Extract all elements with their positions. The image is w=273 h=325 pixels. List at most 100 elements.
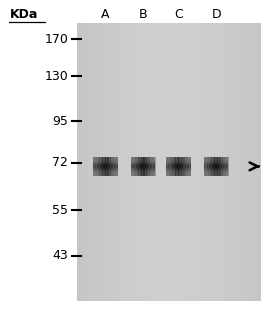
Bar: [155, 157, 156, 176]
Bar: [131, 175, 155, 176]
Bar: [113, 157, 114, 176]
Bar: [93, 171, 118, 172]
Bar: [131, 172, 155, 173]
Bar: [218, 157, 219, 176]
Bar: [93, 164, 118, 165]
Bar: [131, 165, 155, 166]
Bar: [131, 164, 155, 165]
Bar: [177, 157, 178, 176]
Bar: [131, 174, 155, 175]
Bar: [227, 157, 228, 176]
Bar: [173, 157, 174, 176]
Bar: [93, 165, 118, 166]
Text: 170: 170: [44, 33, 68, 46]
Bar: [208, 157, 209, 176]
Bar: [131, 167, 155, 168]
Bar: [144, 157, 145, 176]
Bar: [204, 169, 229, 170]
Bar: [93, 158, 118, 159]
Bar: [103, 157, 105, 176]
Bar: [166, 171, 191, 172]
Bar: [93, 168, 118, 169]
Bar: [170, 157, 171, 176]
Bar: [166, 164, 191, 165]
Text: KDa: KDa: [10, 8, 38, 21]
Bar: [138, 157, 139, 176]
Bar: [109, 157, 110, 176]
Bar: [204, 159, 229, 160]
Bar: [151, 157, 152, 176]
Bar: [93, 172, 118, 173]
Bar: [97, 157, 98, 176]
Text: D: D: [211, 8, 221, 21]
Bar: [212, 157, 213, 176]
Bar: [131, 169, 155, 170]
Bar: [106, 157, 107, 176]
Bar: [188, 157, 189, 176]
Bar: [210, 157, 211, 176]
Bar: [103, 157, 104, 176]
Bar: [178, 157, 179, 176]
Bar: [166, 169, 191, 170]
Bar: [166, 165, 191, 166]
Bar: [166, 157, 191, 158]
Bar: [211, 157, 212, 176]
Bar: [131, 157, 132, 176]
Bar: [131, 159, 155, 160]
Bar: [204, 158, 229, 159]
Bar: [204, 170, 229, 171]
Bar: [93, 162, 118, 163]
Bar: [93, 170, 118, 171]
Bar: [154, 157, 155, 176]
Bar: [97, 157, 98, 176]
Bar: [93, 170, 118, 171]
Bar: [108, 157, 109, 176]
Bar: [171, 157, 172, 176]
Bar: [204, 165, 229, 166]
Bar: [166, 173, 191, 174]
Bar: [131, 161, 155, 162]
Text: C: C: [174, 8, 183, 21]
Bar: [223, 157, 224, 176]
Bar: [204, 172, 229, 173]
Bar: [207, 157, 208, 176]
Bar: [77, 24, 261, 301]
Bar: [105, 157, 106, 176]
Bar: [100, 157, 101, 176]
Bar: [176, 157, 177, 176]
Bar: [131, 163, 155, 164]
Bar: [141, 157, 142, 176]
Bar: [175, 157, 176, 176]
Bar: [93, 161, 118, 162]
Bar: [166, 168, 191, 169]
Bar: [99, 157, 100, 176]
Bar: [131, 157, 155, 158]
Bar: [166, 175, 191, 176]
Bar: [107, 157, 108, 176]
Bar: [204, 160, 229, 161]
Bar: [204, 172, 229, 173]
Bar: [141, 157, 142, 176]
Bar: [137, 157, 138, 176]
Bar: [166, 167, 191, 168]
Bar: [93, 172, 118, 173]
Bar: [131, 172, 155, 173]
Bar: [204, 166, 229, 167]
Bar: [93, 171, 118, 172]
Bar: [136, 157, 137, 176]
Bar: [146, 157, 147, 176]
Bar: [152, 157, 153, 176]
Bar: [153, 157, 154, 176]
Bar: [166, 168, 191, 169]
Bar: [111, 157, 112, 176]
Bar: [204, 173, 229, 174]
Bar: [139, 157, 140, 176]
Bar: [172, 157, 173, 176]
Bar: [93, 167, 118, 168]
Bar: [95, 157, 96, 176]
Bar: [166, 165, 191, 166]
Bar: [166, 157, 167, 176]
Bar: [204, 157, 229, 158]
Bar: [136, 157, 137, 176]
Bar: [204, 157, 205, 176]
